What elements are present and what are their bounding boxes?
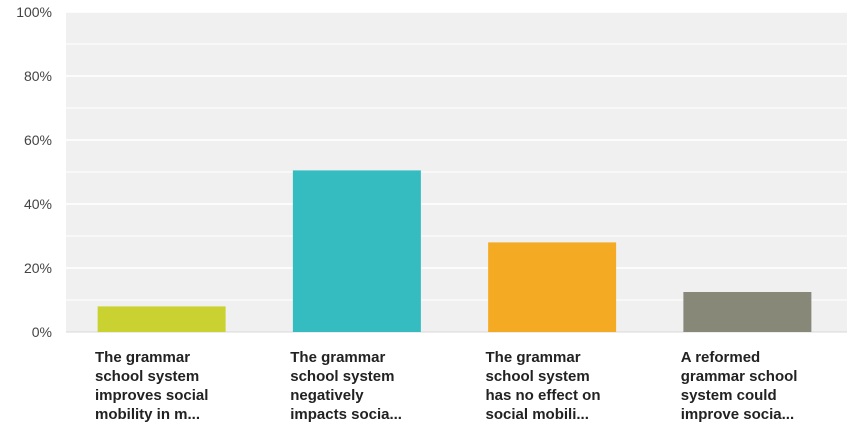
y-axis-tick-labels: 0% 20% 40% 60% 80% 100%	[16, 4, 52, 340]
category-label: A reformed grammar school system could impr…	[681, 349, 798, 423]
category-label: The grammar school system improves social m…	[95, 349, 208, 423]
bars	[97, 170, 812, 332]
bar[interactable]	[488, 242, 617, 332]
y-tick-label: 20%	[24, 260, 52, 276]
y-tick-label: 60%	[24, 132, 52, 148]
y-tick-label: 100%	[16, 4, 52, 20]
category-label: The grammar school system negatively impact…	[290, 349, 402, 423]
category-labels: The grammar school system improves social m…	[95, 349, 797, 423]
bar[interactable]	[683, 292, 812, 332]
y-tick-label: 40%	[24, 196, 52, 212]
y-tick-label: 0%	[32, 324, 52, 340]
category-label: The grammar school system has no effect on…	[486, 349, 601, 423]
y-tick-label: 80%	[24, 68, 52, 84]
bar[interactable]	[97, 306, 226, 332]
bar[interactable]	[292, 170, 421, 332]
